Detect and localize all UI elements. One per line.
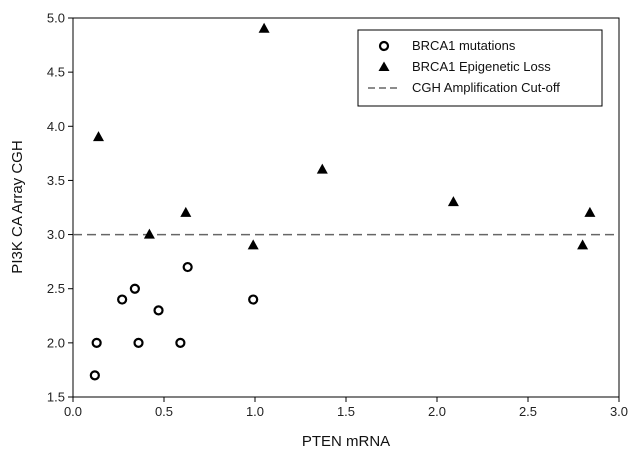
y-tick-label: 3.5 [47,173,65,188]
legend-label-brca1-mutations: BRCA1 mutations [412,38,516,53]
point-brca1-mutation [153,305,164,316]
point-brca1-mutation [248,294,259,305]
legend-box [357,29,603,107]
point-brca1-mutation [89,370,100,381]
point-brca1-epigenetic-loss [577,239,589,250]
point-brca1-epigenetic-loss [447,196,459,207]
legend-label-cgh-cutoff: CGH Amplification Cut-off [412,80,560,95]
point-brca1-epigenetic-loss [258,22,270,33]
point-brca1-epigenetic-loss [316,163,328,174]
x-tick-label: 0.5 [155,404,173,419]
x-tick-label: 2.5 [519,404,537,419]
y-axis-ticks: 1.5 2.0 2.5 3.0 3.5 4.0 4.5 5.0 [47,11,73,405]
point-brca1-mutation [175,337,186,348]
y-tick-label: 3.0 [47,227,65,242]
point-brca1-epigenetic-loss [93,131,104,142]
legend-marker-brca1-mutations [378,40,390,52]
data-points [89,22,596,381]
y-tick-label: 1.5 [47,390,65,405]
point-brca1-mutation [129,283,140,294]
y-tick-label: 5.0 [47,11,65,26]
point-brca1-epigenetic-loss [143,228,155,239]
y-tick-label: 4.0 [47,119,65,134]
x-axis-ticks: 0.0 0.5 1.0 1.5 2.0 2.5 3.0 [64,397,628,419]
point-brca1-mutation [117,294,128,305]
x-tick-label: 1.5 [337,404,355,419]
point-brca1-mutation [182,261,193,273]
y-axis-title: PI3K CA Array CGH [9,140,26,273]
y-tick-label: 2.5 [47,281,65,296]
x-tick-label: 0.0 [64,404,82,419]
point-brca1-mutation [133,337,144,348]
legend: BRCA1 mutations BRCA1 Epigenetic Loss CG… [357,29,603,107]
point-brca1-epigenetic-loss [180,206,192,217]
x-tick-label: 1.0 [246,404,264,419]
y-tick-label: 2.0 [47,335,65,350]
point-brca1-epigenetic-loss [584,206,596,217]
legend-label-brca1-epigenetic-loss: BRCA1 Epigenetic Loss [412,59,551,74]
y-tick-label: 4.5 [47,65,65,80]
point-brca1-mutation [91,337,102,348]
x-tick-label: 2.0 [428,404,446,419]
x-tick-label: 3.0 [610,404,628,419]
legend-marker-brca1-epigenetic-loss [378,61,390,71]
x-axis-title: PTEN mRNA [302,433,390,450]
point-brca1-epigenetic-loss [247,239,259,250]
